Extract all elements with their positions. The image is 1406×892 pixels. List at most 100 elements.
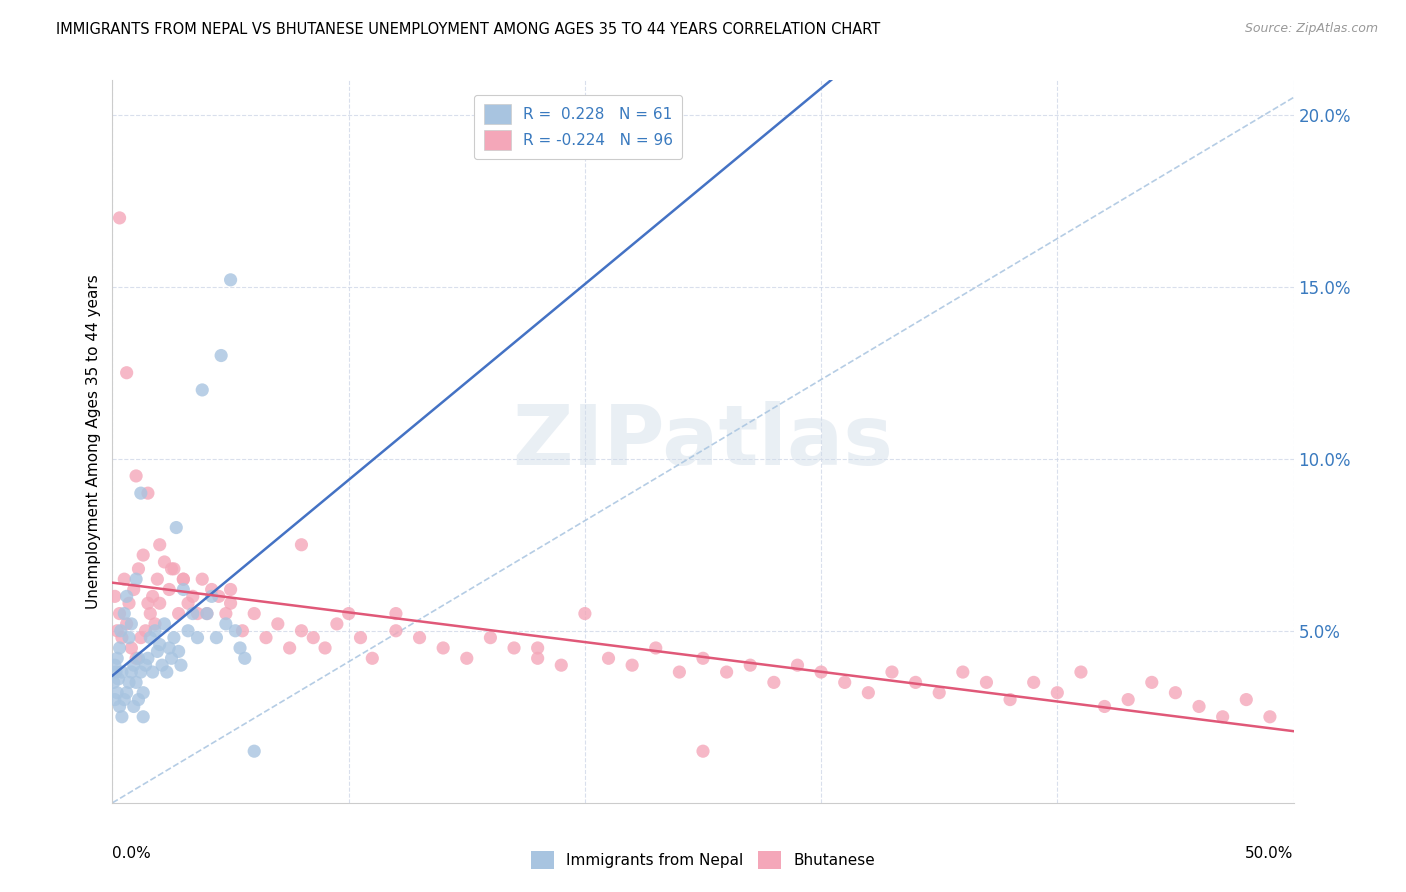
Point	[550, 658, 572, 673]
Point	[408, 631, 430, 645]
Point	[195, 607, 218, 621]
Point	[139, 607, 162, 621]
Point	[172, 572, 194, 586]
Text: 50.0%: 50.0%	[1246, 847, 1294, 861]
Point	[146, 572, 169, 586]
Point	[195, 607, 218, 621]
Point	[115, 686, 138, 700]
Point	[1070, 665, 1092, 679]
Point	[290, 538, 312, 552]
Point	[1094, 699, 1116, 714]
Point	[904, 675, 927, 690]
Point	[456, 651, 478, 665]
Point	[267, 616, 290, 631]
Point	[668, 665, 690, 679]
Point	[201, 582, 224, 597]
Point	[231, 624, 253, 638]
Point	[142, 590, 165, 604]
Point	[108, 640, 131, 655]
Point	[314, 640, 336, 655]
Point	[361, 651, 384, 665]
Point	[115, 590, 138, 604]
Point	[108, 699, 131, 714]
Point	[186, 631, 208, 645]
Point	[112, 572, 135, 586]
Point	[167, 644, 190, 658]
Point	[149, 596, 172, 610]
Point	[104, 692, 127, 706]
Point	[762, 675, 785, 690]
Point	[385, 624, 408, 638]
Point	[132, 548, 155, 562]
Point	[136, 651, 159, 665]
Point	[208, 590, 231, 604]
Point	[219, 273, 242, 287]
Point	[118, 631, 141, 645]
Point	[243, 607, 266, 621]
Point	[103, 675, 125, 690]
Point	[107, 672, 129, 686]
Point	[479, 631, 502, 645]
Point	[127, 651, 149, 665]
Point	[150, 658, 173, 673]
Point	[122, 699, 145, 714]
Point	[810, 665, 832, 679]
Point	[129, 665, 152, 679]
Point	[1258, 710, 1281, 724]
Point	[215, 607, 238, 621]
Point	[224, 624, 246, 638]
Text: 0.0%: 0.0%	[112, 847, 152, 861]
Point	[181, 590, 204, 604]
Point	[167, 607, 190, 621]
Point	[153, 616, 176, 631]
Point	[125, 572, 148, 586]
Point	[278, 640, 301, 655]
Point	[243, 744, 266, 758]
Point	[157, 640, 180, 655]
Point	[111, 710, 134, 724]
Point	[716, 665, 738, 679]
Point	[998, 692, 1021, 706]
Point	[146, 644, 169, 658]
Point	[143, 624, 166, 638]
Point	[127, 562, 149, 576]
Point	[191, 383, 214, 397]
Point	[172, 582, 194, 597]
Point	[104, 658, 127, 673]
Point	[115, 366, 138, 380]
Point	[156, 665, 179, 679]
Point	[229, 640, 252, 655]
Point	[786, 658, 808, 673]
Point	[692, 651, 714, 665]
Point	[834, 675, 856, 690]
Point	[644, 640, 666, 655]
Point	[1046, 686, 1069, 700]
Point	[233, 651, 256, 665]
Legend: R =  0.228   N = 61, R = -0.224   N = 96: R = 0.228 N = 61, R = -0.224 N = 96	[474, 95, 682, 159]
Point	[574, 607, 596, 621]
Point	[526, 640, 548, 655]
Point	[621, 658, 644, 673]
Point	[209, 349, 232, 363]
Point	[136, 486, 159, 500]
Point	[105, 686, 128, 700]
Point	[1022, 675, 1045, 690]
Point	[157, 582, 180, 597]
Point	[177, 596, 200, 610]
Y-axis label: Unemployment Among Ages 35 to 44 years: Unemployment Among Ages 35 to 44 years	[86, 274, 101, 609]
Point	[598, 651, 620, 665]
Point	[160, 651, 183, 665]
Point	[1234, 692, 1257, 706]
Point	[139, 631, 162, 645]
Point	[219, 582, 242, 597]
Point	[191, 572, 214, 586]
Point	[201, 590, 224, 604]
Point	[952, 665, 974, 679]
Point	[105, 651, 128, 665]
Point	[110, 624, 132, 638]
Point	[153, 555, 176, 569]
Point	[111, 665, 134, 679]
Point	[205, 631, 228, 645]
Point	[163, 631, 186, 645]
Point	[120, 640, 142, 655]
